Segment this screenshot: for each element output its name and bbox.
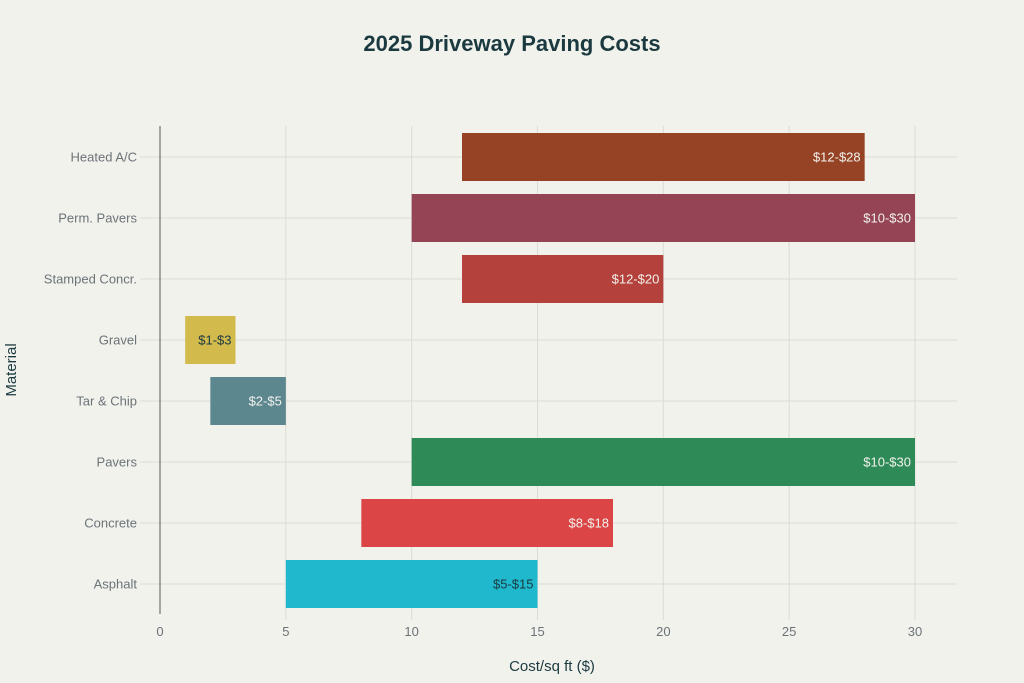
x-tick-label: 20 [656, 624, 670, 639]
bar [462, 255, 664, 303]
bar-data-label: $10-$30 [863, 455, 911, 470]
x-tick-label: 10 [404, 624, 418, 639]
bar [411, 194, 915, 242]
bar [411, 438, 915, 486]
bar-data-label: $1-$3 [198, 333, 231, 348]
y-tick-label: Stamped Concr. [44, 272, 137, 287]
x-axis-title: Cost/sq ft ($) [509, 658, 595, 675]
bar-data-label: $5-$15 [493, 577, 533, 592]
bar-data-label: $8-$18 [569, 516, 609, 531]
bar-data-label: $12-$28 [813, 150, 861, 165]
bar [361, 499, 613, 547]
bar [285, 560, 538, 608]
y-tick-label: Concrete [84, 516, 137, 531]
x-tick-label: 25 [782, 624, 796, 639]
bar-data-label: $12-$20 [612, 272, 660, 287]
x-tick-label: 0 [156, 624, 163, 639]
y-tick-label: Perm. Pavers [58, 211, 137, 226]
x-tick-label: 30 [908, 624, 922, 639]
y-tick-labels: Asphalt Concrete Pavers Tar & Chip Gravel Sta… [44, 150, 138, 592]
y-tick-label: Asphalt [94, 577, 138, 592]
bars: $5-$15 $8-$18 $10-$30 $2-$5 $1-$3 $12-$20 $10-… [185, 133, 915, 608]
y-tick-label: Heated A/C [71, 150, 138, 165]
chart-title: 2025 Driveway Paving Costs [363, 31, 660, 56]
bar-data-label: $10-$30 [863, 211, 911, 226]
y-tick-label: Tar & Chip [76, 394, 137, 409]
x-tick-labels: 0 5 10 15 20 25 30 [156, 624, 922, 639]
bar [185, 316, 236, 364]
y-tick-label: Gravel [99, 333, 137, 348]
bar [210, 377, 286, 425]
bar [462, 133, 865, 181]
y-axis-title: Material [3, 343, 20, 396]
x-tick-label: 5 [282, 624, 289, 639]
bar-data-label: $2-$5 [249, 394, 282, 409]
x-tick-label: 15 [530, 624, 544, 639]
y-tick-label: Pavers [97, 455, 138, 470]
